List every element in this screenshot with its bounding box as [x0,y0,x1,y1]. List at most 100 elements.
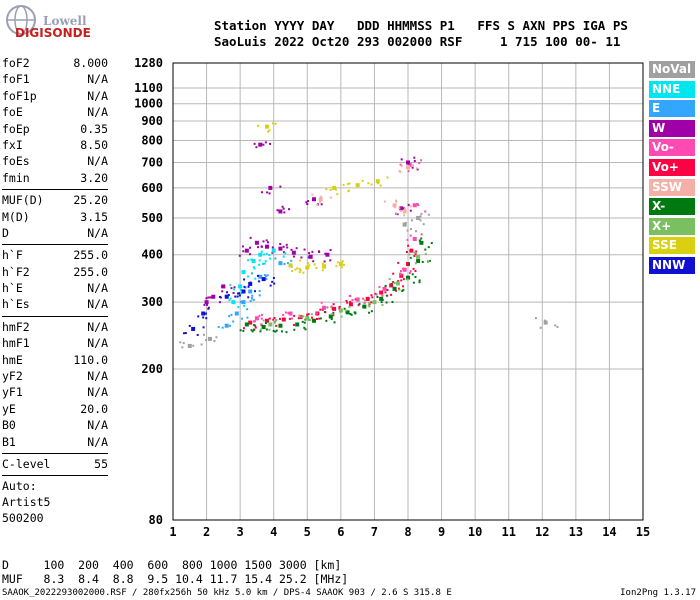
param-row: yE 20.0 [2,402,108,418]
param-row: foF1p N/A [2,89,108,105]
x-tick-label: 11 [501,525,515,539]
data-point [262,319,265,322]
data-point [377,182,380,185]
data-point [402,267,407,272]
data-point [292,323,295,326]
legend-item: SSW [649,178,695,196]
legend-item: Vo+ [649,158,695,176]
data-point [413,160,416,163]
data-point [407,244,410,247]
data-point [408,272,411,275]
data-point [303,326,306,329]
param-label: B0 [2,418,16,433]
data-point [288,263,293,268]
data-point [210,296,213,299]
data-point [251,330,254,333]
data-point [221,284,226,289]
data-point [393,206,396,209]
data-point [400,273,403,276]
param-row: foF1 N/A [2,72,108,88]
data-point [290,259,293,262]
data-point [351,299,354,302]
data-point [307,256,310,259]
data-point [348,305,351,308]
data-point [275,329,278,332]
data-point [256,274,259,277]
data-point [249,236,252,239]
data-point [370,310,373,313]
data-point [556,325,559,328]
data-point [295,247,298,250]
data-point [252,266,255,269]
data-point [252,320,255,323]
data-point [346,183,349,186]
data-point [386,288,389,291]
data-point [399,270,402,273]
data-point [402,222,407,227]
data-point [418,279,421,282]
data-point [304,328,307,331]
data-point [427,246,430,249]
data-point [406,165,410,170]
y-tick-label: 800 [141,133,163,147]
param-label: hmE [2,352,23,367]
data-point [325,188,328,191]
data-point [382,286,387,291]
param-value: N/A [87,385,108,400]
data-point [257,124,260,127]
data-point [272,250,275,253]
data-point [362,297,365,300]
data-point [262,143,265,146]
data-point [238,284,243,289]
data-point [285,243,288,246]
param-row: MUF(D) 25.20 [2,193,108,209]
data-point [368,301,371,304]
data-point [320,203,323,206]
data-point [329,249,332,252]
data-point [363,301,366,304]
param-value: N/A [87,281,108,296]
param-label: C-level [2,456,51,471]
data-point [241,245,244,248]
data-point [288,311,293,316]
data-point [323,310,326,313]
data-point [254,240,259,245]
data-point [234,311,239,316]
data-point [407,263,410,266]
data-point [317,250,320,253]
data-point [290,248,293,251]
data-point [332,303,335,306]
data-point [411,164,414,167]
data-point [554,324,557,327]
data-point [418,239,421,242]
data-point [259,330,262,333]
data-point [333,321,336,324]
param-value: 55 [94,456,108,471]
data-point [325,252,330,257]
data-point [254,324,257,327]
station-header-labels: Station YYYY DAY DDD HHMMSS P1 FFS S AXN… [214,18,628,33]
data-point [322,264,327,269]
data-point [363,299,366,302]
param-label: h`Es [2,297,30,312]
data-point [313,263,316,266]
data-point [272,277,275,280]
data-point [399,209,402,212]
param-value: 255.0 [73,248,108,263]
param-row: M(D) 3.15 [2,210,108,226]
data-point [411,273,414,276]
logo-text-lowell: Lowell [43,14,87,28]
data-point [534,317,537,320]
data-point [200,343,203,346]
data-point [258,252,263,257]
data-point [424,248,427,251]
data-point [263,253,266,256]
data-point [306,200,309,203]
data-point [207,296,210,299]
y-tick-label: 80 [149,513,163,527]
data-point [220,296,223,299]
data-point [340,266,343,269]
data-point [390,282,393,285]
data-point [278,209,283,214]
data-point [299,269,302,272]
